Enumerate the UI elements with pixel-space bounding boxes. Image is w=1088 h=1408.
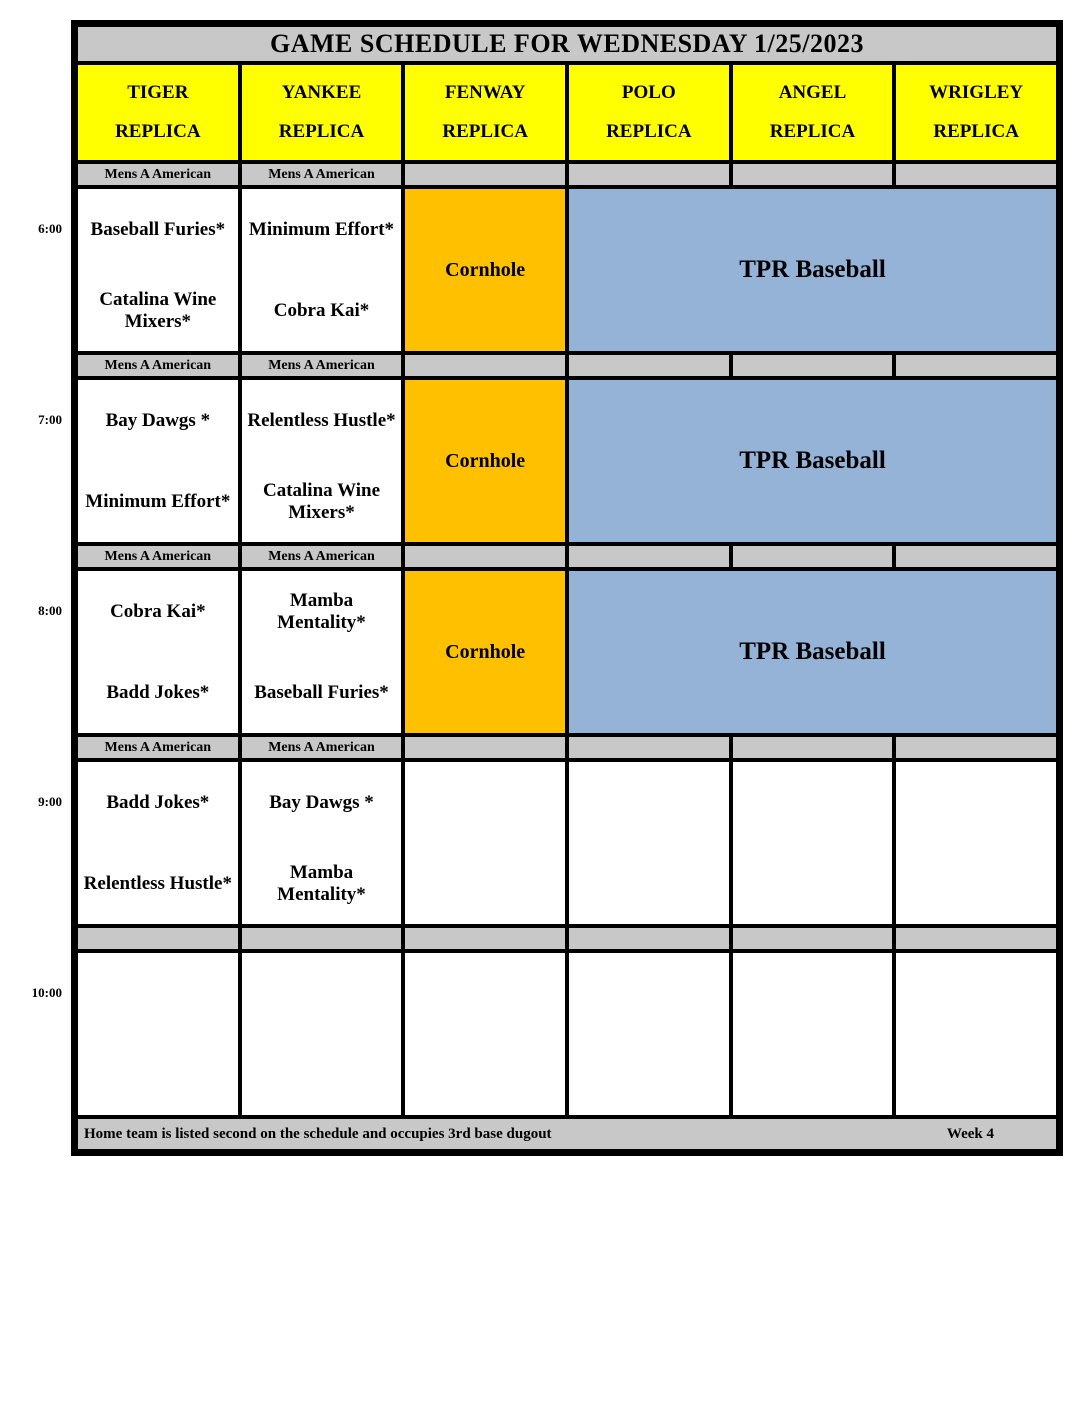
cornhole-cell-700: Cornhole xyxy=(405,380,565,542)
division-strip-angel-800 xyxy=(732,546,893,567)
game-cell-tiger-600: Baseball Furies* Catalina Wine Mixers* xyxy=(78,189,238,351)
column-header-wrigley: WRIGLEY REPLICA xyxy=(896,65,1056,160)
empty-cell-angel-900 xyxy=(732,762,893,924)
home-team: Catalina Wine Mixers* xyxy=(262,479,380,523)
division-strip-polo-700 xyxy=(569,355,729,376)
home-team: Mamba Mentality* xyxy=(277,861,366,905)
division-strip-yankee-1000 xyxy=(241,928,402,949)
division-strip-wrigley-1000 xyxy=(896,928,1056,949)
division-strip-fenway-900 xyxy=(405,737,565,758)
column-header-tiger: TIGER REPLICA xyxy=(78,65,238,160)
division-strip-tiger-700: Mens A American xyxy=(78,355,238,376)
column-header-fenway: FENWAY REPLICA xyxy=(405,65,565,160)
division-strip-wrigley-900 xyxy=(896,737,1056,758)
empty-cell-polo-900 xyxy=(569,762,729,924)
division-strip-fenway-1000 xyxy=(405,928,565,949)
home-team: Badd Jokes* xyxy=(106,681,210,703)
division-strip-angel-700 xyxy=(732,355,893,376)
park-sub: REPLICA xyxy=(606,121,692,142)
division-strip-polo-1000 xyxy=(569,928,729,949)
home-team: Minimum Effort* xyxy=(85,490,231,512)
home-team-note: Home team is listed second on the schedu… xyxy=(84,1125,552,1142)
home-team: Cobra Kai* xyxy=(273,299,370,321)
away-team: Relentless Hustle* xyxy=(247,409,396,431)
time-label-900: 9:00 xyxy=(38,794,62,809)
division-strip-fenway-800 xyxy=(405,546,565,567)
division-strip-fenway-600 xyxy=(405,164,565,185)
home-team: Relentless Hustle* xyxy=(83,872,232,894)
cornhole-cell-800: Cornhole xyxy=(405,571,565,733)
park-sub: REPLICA xyxy=(115,121,201,142)
park-name: FENWAY xyxy=(444,82,526,103)
home-team: Baseball Furies* xyxy=(254,681,389,703)
park-sub: REPLICA xyxy=(442,121,528,142)
empty-cell-polo-1000 xyxy=(569,953,729,1115)
division-strip-wrigley-600 xyxy=(896,164,1056,185)
home-team: Catalina Wine Mixers* xyxy=(99,288,217,332)
column-header-angel: ANGEL REPLICA xyxy=(732,65,893,160)
away-team: Cobra Kai* xyxy=(110,600,206,622)
division-strip-tiger-600: Mens A American xyxy=(78,164,238,185)
park-name: ANGEL xyxy=(778,82,847,103)
empty-cell-tiger-1000 xyxy=(78,953,238,1115)
division-strip-polo-600 xyxy=(569,164,729,185)
time-label-800: 8:00 xyxy=(38,603,62,618)
empty-cell-fenway-900 xyxy=(405,762,565,924)
game-cell-tiger-700: Bay Dawgs * Minimum Effort* xyxy=(78,380,238,542)
away-team: Baseball Furies* xyxy=(90,218,226,240)
division-strip-angel-600 xyxy=(732,164,893,185)
footer-bar: Home team is listed second on the schedu… xyxy=(78,1119,1056,1149)
game-cell-yankee-600: Minimum Effort* Cobra Kai* xyxy=(241,189,402,351)
park-name: POLO xyxy=(621,82,676,103)
tpr-baseball-cell-700: TPR Baseball xyxy=(569,380,1056,542)
division-strip-yankee-600: Mens A American xyxy=(241,164,402,185)
park-name: YANKEE xyxy=(281,82,362,103)
game-cell-yankee-800: Mamba Mentality* Baseball Furies* xyxy=(241,571,402,733)
division-strip-angel-1000 xyxy=(732,928,893,949)
tpr-baseball-cell-600: TPR Baseball xyxy=(569,189,1056,351)
division-strip-yankee-900: Mens A American xyxy=(241,737,402,758)
time-label-600: 6:00 xyxy=(38,221,62,236)
column-header-yankee: YANKEE REPLICA xyxy=(241,65,402,160)
empty-cell-yankee-1000 xyxy=(241,953,402,1115)
empty-cell-wrigley-1000 xyxy=(896,953,1056,1115)
away-team: Mamba Mentality* xyxy=(277,589,366,633)
cornhole-cell-600: Cornhole xyxy=(405,189,565,351)
division-strip-polo-900 xyxy=(569,737,729,758)
game-cell-tiger-900: Badd Jokes* Relentless Hustle* xyxy=(78,762,238,924)
schedule-title: GAME SCHEDULE FOR WEDNESDAY 1/25/2023 xyxy=(78,27,1056,61)
division-strip-fenway-700 xyxy=(405,355,565,376)
division-strip-yankee-700: Mens A American xyxy=(241,355,402,376)
division-strip-yankee-800: Mens A American xyxy=(241,546,402,567)
division-strip-wrigley-800 xyxy=(896,546,1056,567)
away-team: Bay Dawgs * xyxy=(269,791,374,813)
division-strip-tiger-900: Mens A American xyxy=(78,737,238,758)
division-strip-tiger-800: Mens A American xyxy=(78,546,238,567)
away-team: Minimum Effort* xyxy=(248,218,395,240)
division-strip-angel-900 xyxy=(732,737,893,758)
game-cell-yankee-900: Bay Dawgs * Mamba Mentality* xyxy=(241,762,402,924)
park-name: TIGER xyxy=(127,82,189,103)
park-name: WRIGLEY xyxy=(929,82,1024,103)
park-sub: REPLICA xyxy=(769,121,856,142)
empty-cell-fenway-1000 xyxy=(405,953,565,1115)
game-cell-yankee-700: Relentless Hustle* Catalina Wine Mixers* xyxy=(241,380,402,542)
division-strip-tiger-1000 xyxy=(78,928,238,949)
column-header-polo: POLO REPLICA xyxy=(569,65,729,160)
park-sub: REPLICA xyxy=(933,121,1019,142)
empty-cell-wrigley-900 xyxy=(896,762,1056,924)
tpr-baseball-cell-800: TPR Baseball xyxy=(569,571,1056,733)
game-cell-tiger-800: Cobra Kai* Badd Jokes* xyxy=(78,571,238,733)
away-team: Badd Jokes* xyxy=(106,791,210,813)
time-label-1000: 10:00 xyxy=(31,985,62,1000)
division-strip-wrigley-700 xyxy=(896,355,1056,376)
empty-cell-angel-1000 xyxy=(732,953,893,1115)
park-sub: REPLICA xyxy=(278,121,365,142)
schedule-table: GAME SCHEDULE FOR WEDNESDAY 1/25/2023 TI… xyxy=(71,20,1063,1156)
time-label-700: 7:00 xyxy=(38,412,62,427)
away-team: Bay Dawgs * xyxy=(105,409,211,431)
division-strip-polo-800 xyxy=(569,546,729,567)
week-label: Week 4 xyxy=(946,1125,994,1142)
